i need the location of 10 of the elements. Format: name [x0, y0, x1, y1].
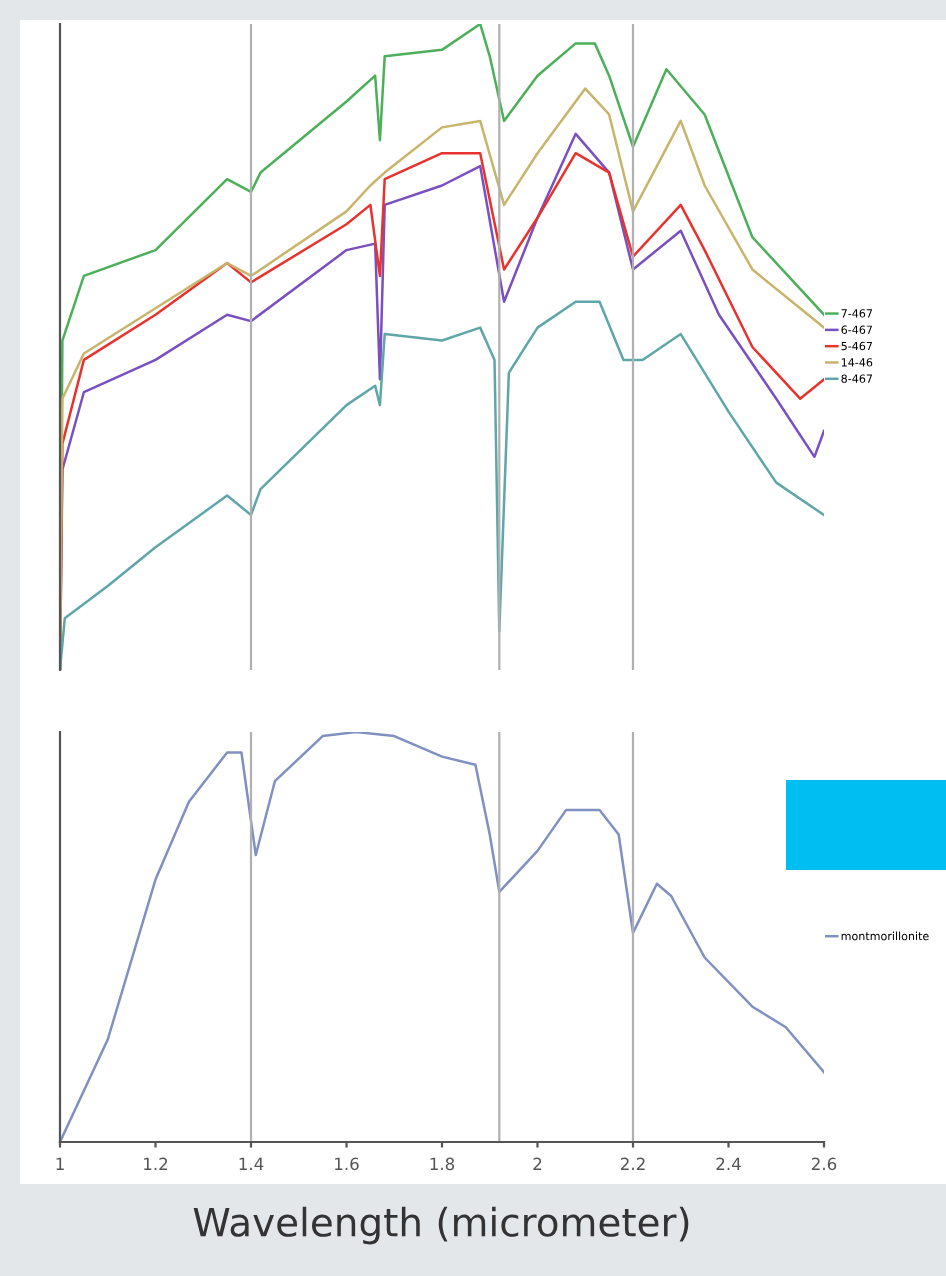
- x-tick-label: 2.2: [620, 1157, 645, 1170]
- x-tick-label: 1.6: [335, 1157, 359, 1171]
- x-tick-label: 1.8: [430, 1157, 455, 1171]
- x-tick-label: 2.4: [716, 1157, 741, 1170]
- x-axis-title: Wavelength (micrometer): [193, 1206, 689, 1245]
- x-tick-label: 1: [56, 1157, 64, 1170]
- x-tick-label: 1.2: [144, 1157, 168, 1170]
- x-tick-label: 2: [533, 1157, 542, 1170]
- x-tick-label: 1.4: [239, 1157, 264, 1170]
- x-tick-label: 2.6: [811, 1157, 837, 1171]
